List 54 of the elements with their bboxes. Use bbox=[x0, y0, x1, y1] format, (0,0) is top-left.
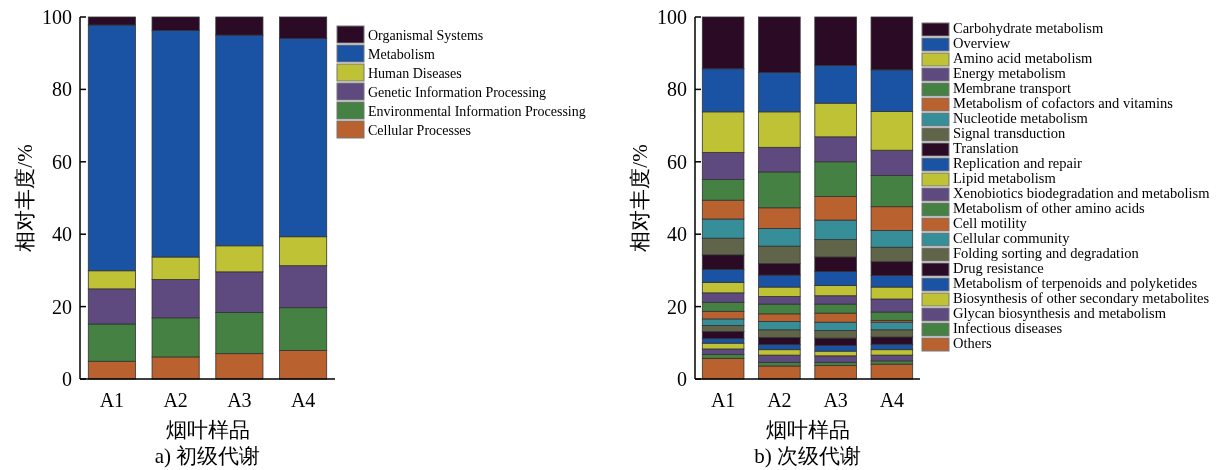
y-axis-title: 相对丰度/% bbox=[13, 144, 37, 252]
legend-label: Cellular Processes bbox=[368, 123, 472, 138]
x-tick-label: A1 bbox=[99, 389, 125, 411]
legend-label: Xenobiotics biodegradation and metabolism bbox=[953, 185, 1211, 201]
y-tick-label: 40 bbox=[667, 223, 687, 246]
y-tick-label: 60 bbox=[667, 150, 687, 173]
text: Metabolism bbox=[368, 47, 435, 62]
legend-label: Glycan biosynthesis and metabolism bbox=[953, 305, 1167, 321]
legend-label: Environmental Information Processing bbox=[368, 104, 586, 119]
legend-label: Others bbox=[953, 335, 993, 351]
y-tick-label: 20 bbox=[52, 295, 72, 318]
legend-label: Metabolism of terpenoids and polyketides bbox=[953, 275, 1198, 291]
x-axis-title: 烟叶样品 bbox=[765, 418, 850, 442]
y-tick-label: 20 bbox=[667, 295, 687, 318]
legend-label: Metabolism of cofactors and vitamins bbox=[953, 95, 1174, 111]
legend-label: Biosynthesis of other secondary metabolites bbox=[953, 290, 1210, 306]
legend-label: Drug resistance bbox=[953, 260, 1044, 276]
x-axis-title: 烟叶样品 bbox=[165, 418, 250, 442]
legend-label: Carbohydrate metabolism bbox=[953, 20, 1104, 36]
legend-label: Infectious diseases bbox=[953, 320, 1063, 336]
legend-label: Membrane transport bbox=[953, 80, 1071, 96]
legend-label: Cell motility bbox=[953, 215, 1028, 231]
y-tick-label: 100 bbox=[657, 6, 687, 28]
text: b) 次级代谢 bbox=[754, 444, 861, 468]
legend-label: Human Diseases bbox=[368, 66, 462, 81]
legend-label: Energy metabolism bbox=[953, 65, 1067, 81]
legend-label: Folding sorting and degradation bbox=[953, 245, 1140, 261]
legend-label: Genetic Information Processing bbox=[368, 85, 547, 100]
legend-label: Organismal Systems bbox=[368, 28, 484, 43]
legend-label: Signal transduction bbox=[953, 125, 1067, 141]
legend-label: Translation bbox=[953, 140, 1020, 156]
x-tick-label: A4 bbox=[879, 389, 905, 411]
y-tick-label: 80 bbox=[52, 78, 72, 101]
text: a) 初级代谢 bbox=[154, 444, 261, 468]
legend-label: Cellular community bbox=[953, 230, 1071, 246]
y-tick-label: 100 bbox=[42, 6, 72, 28]
legend-label: Overview bbox=[953, 35, 1011, 51]
y-tick-label: 40 bbox=[52, 223, 72, 246]
y-tick-label: 0 bbox=[62, 368, 72, 390]
legend-label: Amino acid metabolism bbox=[953, 50, 1094, 66]
y-axis-title: 相对丰度/% bbox=[628, 144, 652, 252]
legend-label: Metabolism of other amino acids bbox=[953, 200, 1146, 216]
y-tick-label: 60 bbox=[52, 150, 72, 173]
legend-label: Replication and repair bbox=[953, 155, 1083, 171]
x-tick-label: A4 bbox=[290, 389, 316, 411]
x-tick-label: A1 bbox=[710, 389, 736, 411]
y-tick-label: 0 bbox=[677, 368, 687, 390]
x-tick-label: A2 bbox=[767, 389, 792, 411]
x-tick-label: A3 bbox=[823, 389, 848, 411]
legend-label: Lipid metabolism bbox=[953, 170, 1057, 186]
x-tick-label: A2 bbox=[163, 389, 188, 411]
legend-label: Nucleotide metabolism bbox=[953, 110, 1089, 126]
x-tick-label: A3 bbox=[227, 389, 252, 411]
y-tick-label: 80 bbox=[667, 78, 687, 101]
